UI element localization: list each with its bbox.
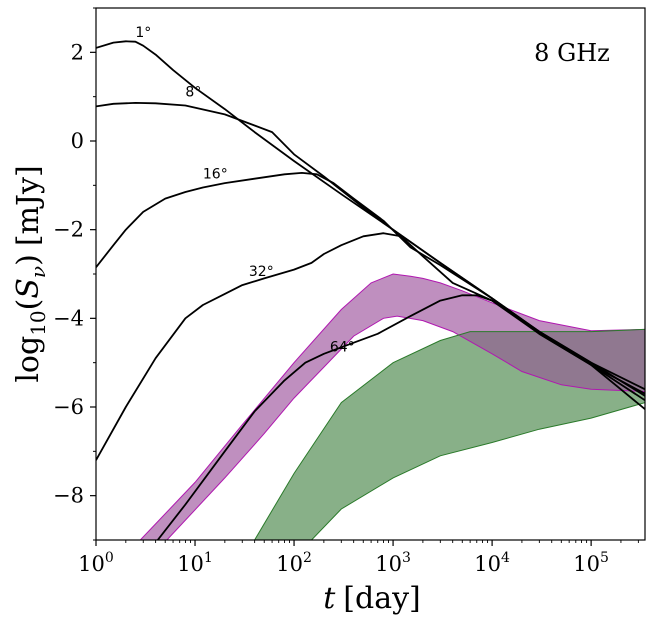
series-line-2 (96, 171, 645, 397)
y-tick-label-1: 0 (71, 129, 84, 153)
series-label-0: 1° (135, 25, 151, 41)
series-label-4: 64° (330, 340, 355, 356)
band-overlap-fill (254, 329, 645, 540)
series-label-3: 32° (249, 264, 274, 280)
series-label-1: 8° (185, 85, 201, 101)
x-tick-label-3: 103 (375, 550, 411, 576)
y-axis-close-paren: ) (11, 254, 46, 266)
y-tick-label-4: −6 (53, 395, 84, 419)
x-tick-label-5: 105 (573, 550, 609, 576)
series-line-3 (96, 232, 645, 461)
magenta-band-lower-edge (166, 315, 645, 540)
y-tick-label-0: 2 (71, 40, 84, 64)
curve-labels: 1° 8° 16° 32° 64° (135, 25, 354, 356)
bands (139, 273, 645, 540)
y-axis-label: log10(Sν) [mJy] (11, 165, 50, 382)
curves (96, 40, 645, 540)
x-axis-unit: [day] (343, 581, 420, 616)
y-tick-label-5: −8 (53, 484, 84, 508)
y-axis: 2 0 −2 −4 −6 −8 (53, 7, 96, 541)
x-axis-variable: t (323, 581, 336, 616)
series-line-4 (156, 294, 645, 540)
green-band-fill (254, 329, 645, 540)
y-axis-variable: S (11, 278, 46, 299)
green-band-upper-edge (254, 328, 645, 540)
y-axis-unit: [mJy] (11, 165, 46, 246)
x-tick-label-4: 104 (474, 550, 510, 576)
magenta-band-upper-edge (139, 273, 645, 540)
y-axis-variable-sub: ν (26, 266, 50, 278)
y-tick-label-2: −2 (53, 218, 84, 242)
y-axis-open-paren: ( (11, 299, 46, 311)
green-band-lower-edge (311, 402, 645, 540)
x-tick-label-2: 102 (276, 550, 312, 576)
x-tick-label-0: 100 (78, 550, 114, 576)
y-axis-log: log (11, 336, 46, 383)
series-label-2: 16° (203, 167, 228, 183)
frequency-annotation: 8 GHz (534, 39, 610, 67)
y-axis-log-base: 10 (26, 310, 50, 335)
x-tick-label-1: 101 (177, 550, 213, 576)
y-tick-label-3: −4 (53, 306, 84, 330)
x-axis-label: t [day] (323, 581, 421, 616)
x-axis: 100 101 102 103 104 105 (78, 540, 639, 576)
